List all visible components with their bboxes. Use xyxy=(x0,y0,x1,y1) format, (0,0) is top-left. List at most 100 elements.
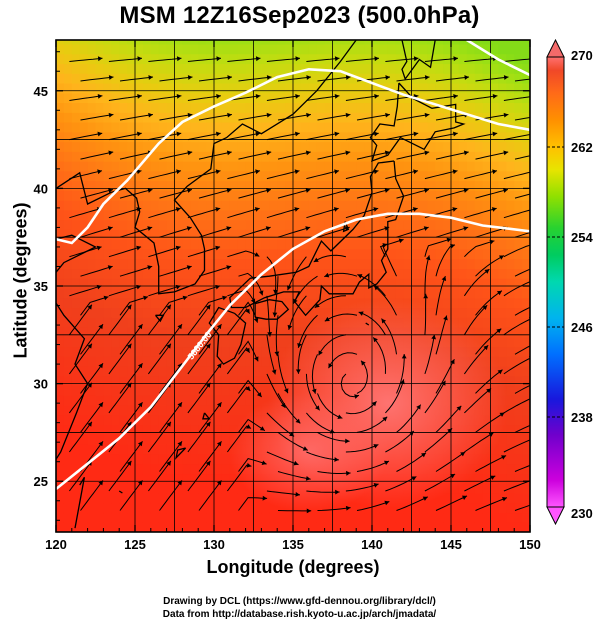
streamline-arrow xyxy=(490,475,496,480)
streamline-arrow xyxy=(256,392,262,398)
streamline xyxy=(198,114,232,121)
streamline-arrow xyxy=(460,451,466,457)
streamline xyxy=(80,265,113,277)
streamline xyxy=(503,209,530,219)
streamline-arrow xyxy=(226,226,232,231)
streamline-arrow xyxy=(542,499,547,504)
streamline xyxy=(69,57,103,62)
streamline-arrow xyxy=(384,460,389,466)
coastline-segment xyxy=(365,322,370,326)
streamline xyxy=(503,318,530,336)
coastline-segment xyxy=(118,490,123,494)
streamline-arrow xyxy=(266,188,271,193)
streamline-arrow xyxy=(294,207,300,212)
streamline xyxy=(238,189,272,199)
streamline xyxy=(324,272,358,278)
streamline-arrow xyxy=(453,93,458,99)
streamline-arrow xyxy=(305,150,311,156)
streamline xyxy=(238,226,271,238)
streamline-arrow xyxy=(87,304,92,310)
streamline xyxy=(396,114,430,121)
colorbar-bottom-arrow xyxy=(546,506,565,526)
streamline-arrow xyxy=(401,354,407,359)
x-tick-label: 125 xyxy=(124,537,146,552)
streamline-arrow xyxy=(98,480,103,486)
streamline xyxy=(435,189,469,199)
streamline-arrow xyxy=(295,369,301,374)
streamline xyxy=(108,95,142,101)
streamline-arrow xyxy=(137,441,143,447)
grid-lines xyxy=(56,40,530,532)
streamline xyxy=(187,304,211,336)
streamline xyxy=(503,133,530,141)
streamline xyxy=(266,95,300,101)
streamline-arrow xyxy=(531,207,536,212)
temperature-field xyxy=(56,40,530,532)
streamline xyxy=(424,428,453,453)
streamline-arrow xyxy=(246,424,252,429)
streamline xyxy=(238,379,262,398)
streamline xyxy=(238,418,266,433)
streamline xyxy=(187,57,222,62)
streamline xyxy=(198,226,232,238)
streamline xyxy=(313,254,346,263)
streamline xyxy=(159,76,193,82)
streamline-arrow xyxy=(452,131,458,137)
streamline-arrow xyxy=(503,75,509,80)
streamline-arrow xyxy=(166,343,171,349)
streamline-arrow xyxy=(283,388,289,394)
colorbar-tick-label: 246 xyxy=(571,320,593,335)
streamline xyxy=(226,464,252,492)
streamline-arrow xyxy=(216,363,222,369)
streamline-arrow xyxy=(384,150,390,156)
streamline-arrow xyxy=(423,293,429,299)
streamline xyxy=(277,114,311,121)
streamline-arrow xyxy=(400,379,405,385)
streamline xyxy=(198,76,233,82)
streamline-arrow xyxy=(295,93,300,99)
streamline-arrow xyxy=(345,505,351,511)
streamline xyxy=(266,373,286,409)
streamline-arrow xyxy=(258,290,264,296)
streamline-arrow xyxy=(126,304,132,310)
streamline-arrow xyxy=(461,495,467,500)
streamline xyxy=(159,189,193,199)
streamline xyxy=(435,451,466,472)
streamline xyxy=(464,132,498,141)
streamline-arrow xyxy=(175,284,181,290)
streamline xyxy=(80,480,104,511)
streamline xyxy=(277,431,309,451)
streamline-arrow xyxy=(255,169,260,175)
streamline-arrow xyxy=(501,455,507,460)
streamline xyxy=(306,132,340,141)
streamline-arrow xyxy=(97,56,103,62)
streamline xyxy=(266,170,300,180)
streamline xyxy=(396,76,430,82)
streamline xyxy=(69,207,102,219)
streamline xyxy=(424,293,427,335)
streamline xyxy=(227,207,260,219)
streamline-arrow xyxy=(255,93,261,99)
streamline-arrow xyxy=(541,300,546,304)
streamline xyxy=(435,358,455,394)
credit-drawing: Drawing by DCL (https://www.gfd-dennou.o… xyxy=(163,596,436,607)
streamline xyxy=(266,451,299,466)
streamline-arrow xyxy=(497,369,503,375)
streamline xyxy=(356,416,388,433)
streamline xyxy=(356,114,390,121)
streamline-arrow xyxy=(344,226,350,231)
streamline-arrow xyxy=(287,324,293,330)
streamline xyxy=(108,460,132,492)
streamline xyxy=(317,471,351,474)
streamline xyxy=(277,226,311,238)
streamline xyxy=(464,475,496,492)
streamline xyxy=(277,151,311,160)
streamline-arrow xyxy=(215,131,221,137)
y-tick-label: 35 xyxy=(34,279,48,294)
streamline-arrow xyxy=(306,75,312,80)
streamline-arrow xyxy=(136,284,142,290)
streamline-arrow xyxy=(126,460,132,466)
streamline xyxy=(317,76,351,82)
streamline xyxy=(288,295,307,330)
streamline-arrow xyxy=(385,112,390,118)
